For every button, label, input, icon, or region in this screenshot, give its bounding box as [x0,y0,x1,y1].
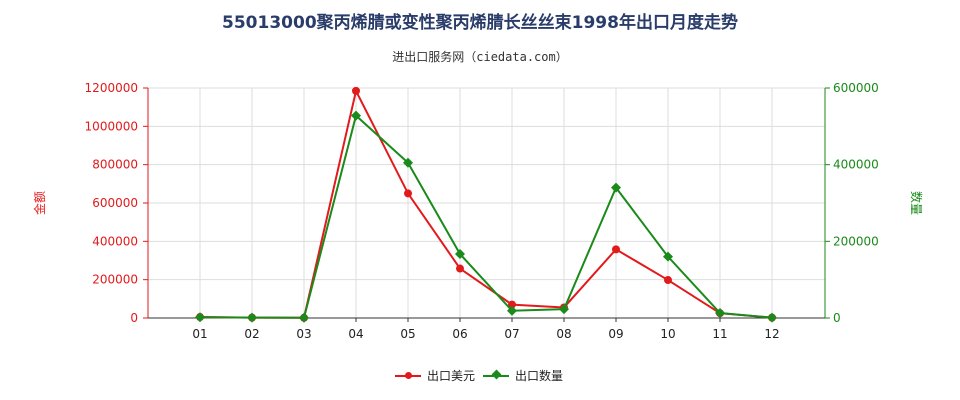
label-layer: 0 200000 400000 600000 800000 1000000 1200000 0… [32,81,924,341]
x-tick-label: 10 [660,327,675,341]
data-point-value [352,86,360,95]
x-tick-label: 03 [296,327,311,341]
x-tick-label: 12 [764,327,779,341]
data-point-value [456,264,464,273]
x-tick-label: 05 [400,327,415,341]
x-tick-label: 02 [244,327,259,341]
x-tick-label: 08 [556,327,571,341]
x-tick-label: 06 [452,327,467,341]
y-left-tick-label: 1000000 [85,119,138,133]
y-right-tick-label: 600000 [833,81,879,95]
x-tick-label: 09 [608,327,623,341]
data-point-qty [507,305,517,316]
legend-marker-value [405,372,412,379]
legend-item-value[interactable]: 出口美元 [395,366,495,386]
data-point-qty [195,312,205,323]
chart-subtitle: 进出口服务网（ciedata.com） [392,50,568,64]
legend-label-value: 出口美元 [427,369,476,383]
data-point-qty [403,157,413,168]
x-tick-label: 11 [712,327,727,341]
data-point-qty [663,251,673,262]
y-right-tick-label: 200000 [833,234,879,248]
y-right-axis-title: 数量 [909,191,924,215]
legend-label-qty: 出口数量 [515,369,564,383]
data-point-qty [559,304,569,315]
data-point-qty [715,308,725,319]
chart-title: 55013000聚丙烯腈或变性聚丙烯腈长丝丝束1998年出口月度走势 [222,13,738,33]
y-left-tick-label: 800000 [92,158,138,172]
series-layer [195,86,777,323]
y-left-tick-label: 400000 [92,234,138,248]
legend-marker-qty [491,369,502,380]
data-point-qty [611,182,621,193]
data-point-value [664,276,672,285]
data-point-value [404,189,412,198]
data-point-qty [351,110,361,121]
data-point-qty [299,312,309,323]
data-point-qty [247,312,257,323]
data-point-value [612,245,620,254]
y-left-tick-label: 200000 [92,273,138,287]
y-left-axis-title: 金额 [32,191,47,215]
y-right-tick-label: 0 [833,311,841,325]
x-tick-label: 07 [504,327,519,341]
data-point-qty [767,312,777,323]
x-tick-label: 01 [192,327,207,341]
y-left-tick-label: 0 [130,311,138,325]
legend-item-qty[interactable]: 出口数量 [483,366,583,386]
y-right-tick-label: 400000 [833,158,879,172]
data-point-value [508,300,516,309]
data-point-qty [455,248,465,259]
y-left-tick-label: 600000 [92,196,138,210]
legend: 出口美元 出口数量 [0,366,960,386]
y-left-tick-label: 1200000 [85,81,138,95]
series-line-qty [199,113,773,319]
x-tick-label: 04 [348,327,363,341]
